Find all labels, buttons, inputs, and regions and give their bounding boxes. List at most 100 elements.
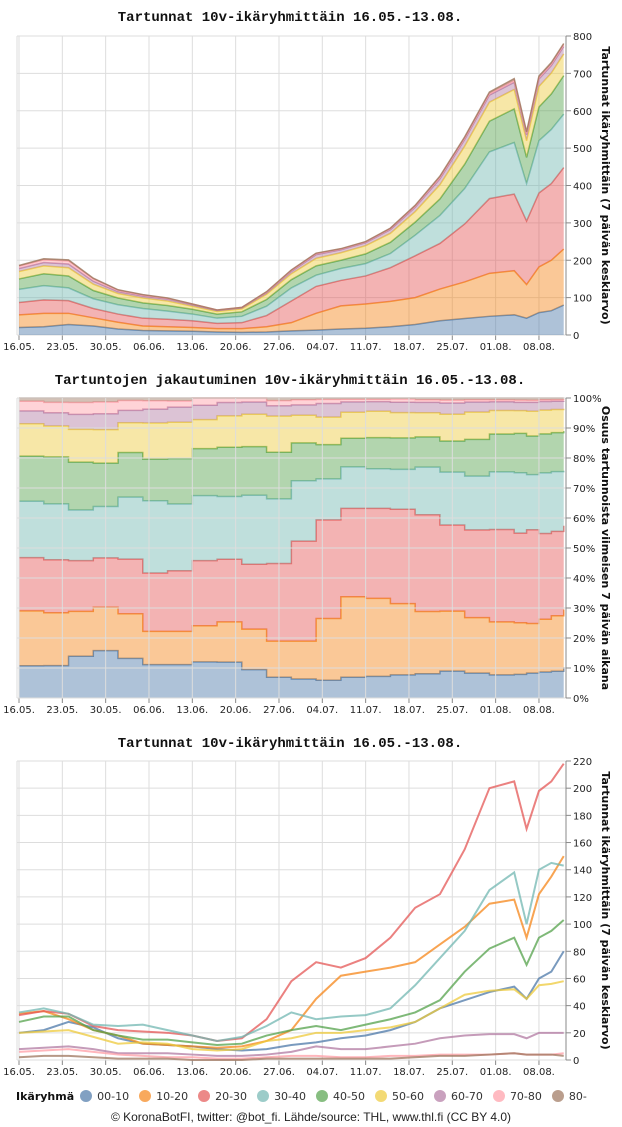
legend-label: 70-80 xyxy=(509,1089,542,1103)
share-edge-10-20 xyxy=(19,595,565,642)
y-tick-label: 70% xyxy=(573,484,595,495)
x-tick-label: 30.05. xyxy=(90,1067,122,1078)
share-edge-00-10 xyxy=(19,649,565,681)
legend-label: 20-30 xyxy=(215,1089,248,1103)
line-chart: 16.05. 23.05. 30.05. 06.06. 13.06. 20.06. 27.0… xyxy=(3,757,612,1078)
y-tick-label: 180 xyxy=(573,811,592,822)
share-area-chart: 16.05. 23.05. 30.05. 06.06. 13.06. 20.06. 27.0… xyxy=(3,394,612,716)
x-tick-label: 25.07. xyxy=(436,705,468,716)
footer-credits: © KoronaBotFI, twitter: @bot_fi. Lähde/s… xyxy=(110,1110,512,1124)
x-tick-label: 11.07. xyxy=(350,1067,382,1078)
legend: Ikäryhmä 00-10 10-20 20-30 30-40 40-50 50-60 6… xyxy=(16,1087,597,1105)
y-tick-label: 50% xyxy=(573,544,595,555)
chart-title-line: Tartunnat 10v-ikäryhmittäin 16.05.-13.08… xyxy=(117,736,463,752)
y-tick-label: 140 xyxy=(573,866,592,877)
x-tick-label: 13.06. xyxy=(176,342,208,353)
y-tick-label: 200 xyxy=(573,256,592,267)
x-tick-label: 08.08. xyxy=(523,1067,555,1078)
share-area-70-80 xyxy=(19,398,564,415)
share-area-30-40 xyxy=(19,466,564,573)
legend-label: 50-60 xyxy=(392,1089,424,1103)
y-tick-label: 20 xyxy=(573,1029,586,1040)
x-tick-label: 23.05. xyxy=(46,342,78,353)
x-tick-label: 11.07. xyxy=(350,342,382,353)
legend-item-20-30[interactable]: 20-30 xyxy=(198,1090,247,1103)
x-tick-label: 01.08. xyxy=(480,705,512,716)
y-tick-label: 700 xyxy=(573,69,592,80)
y-tick-label: 800 xyxy=(573,32,592,43)
share-area-40-50 xyxy=(19,431,564,510)
line-50-60 xyxy=(18,980,564,1052)
x-tick-label: 06.06. xyxy=(133,342,165,353)
y-tick-label: 120 xyxy=(573,893,592,904)
share-area-10-20 xyxy=(19,596,564,681)
area-edge-40-50 xyxy=(18,75,565,315)
line-30-40 xyxy=(18,861,564,1042)
x-tick-label: 04.07. xyxy=(306,342,338,353)
legend-item-40-50[interactable]: 40-50 xyxy=(316,1090,365,1103)
legend-item-50-60[interactable]: 50-60 xyxy=(375,1090,424,1103)
x-tick-label: 16.05. xyxy=(3,705,35,716)
legend-label: 30-40 xyxy=(274,1089,307,1103)
legend-item-60-70[interactable]: 60-70 xyxy=(433,1089,483,1103)
y-tick-label: 80% xyxy=(573,454,595,465)
y-tick-label: 60 xyxy=(573,974,586,985)
y-tick-label: 600 xyxy=(573,107,592,118)
x-tick-label: 30.05. xyxy=(90,342,122,353)
legend-swatch xyxy=(198,1090,211,1102)
legend-item-30-40[interactable]: 30-40 xyxy=(257,1090,306,1103)
y-tick-label: 0 xyxy=(573,331,579,342)
legend-item-70-80[interactable]: 70-80 xyxy=(492,1089,542,1103)
y-tick-label: 80 xyxy=(573,947,586,958)
x-tick-label: 06.06. xyxy=(133,705,165,716)
y-tick-label: 90% xyxy=(573,424,595,435)
y-tick-label: 10% xyxy=(573,664,595,675)
x-tick-label: 25.07. xyxy=(436,342,468,353)
x-tick-label: 08.08. xyxy=(523,705,555,716)
x-tick-label: 20.06. xyxy=(220,342,252,353)
y-tick-label: 300 xyxy=(573,219,592,230)
y-tick-label: 100 xyxy=(573,920,592,931)
area-edge-30-40 xyxy=(18,113,565,319)
share-area-60-70 xyxy=(19,401,564,430)
legend-swatch xyxy=(433,1090,446,1102)
y-tick-label: 60% xyxy=(573,514,595,525)
y-tick-label: 30% xyxy=(573,604,595,615)
share-edge-40-50 xyxy=(19,431,565,464)
area-edge-20-30 xyxy=(18,167,565,325)
x-tick-label: 08.08. xyxy=(523,342,555,353)
line-20-30 xyxy=(18,763,565,1042)
x-tick-label: 16.05. xyxy=(3,1067,35,1078)
x-tick-label: 01.08. xyxy=(480,342,512,353)
x-tick-label: 23.05. xyxy=(46,705,78,716)
line-10-20 xyxy=(18,855,565,1049)
legend-label: 60-70 xyxy=(450,1089,483,1103)
y-tick-label: 40 xyxy=(573,1002,586,1013)
legend-item-10-20[interactable]: 10-20 xyxy=(139,1090,188,1103)
x-tick-label: 01.08. xyxy=(480,1067,512,1078)
area-edge-10-20 xyxy=(18,248,565,330)
area-edge-80- xyxy=(18,43,565,311)
share-area-00-10 xyxy=(19,650,564,698)
x-tick-label: 18.07. xyxy=(393,1067,425,1078)
x-tick-label: 30.05. xyxy=(90,705,122,716)
x-tick-label: 18.07. xyxy=(393,705,425,716)
legend-item-00-10[interactable]: 00-10 xyxy=(80,1090,129,1103)
y-tick-label: 100 xyxy=(573,294,592,305)
share-edge-70-80 xyxy=(19,397,565,404)
x-tick-label: 04.07. xyxy=(306,1067,338,1078)
legend-swatch xyxy=(492,1090,505,1102)
legend-swatch xyxy=(375,1090,387,1102)
legend-item-80-[interactable]: 80- xyxy=(551,1090,587,1103)
x-tick-label: 27.06. xyxy=(263,1067,295,1078)
y-tick-label: 20% xyxy=(573,634,595,645)
area-20-30 xyxy=(19,167,564,329)
line-80- xyxy=(18,1052,564,1061)
y-axis-title: Tartunnat ikäryhmittäin (7 päivän keskia… xyxy=(599,771,612,1049)
legend-swatch xyxy=(316,1090,329,1102)
y-tick-label: 200 xyxy=(573,784,592,795)
share-area-50-60 xyxy=(19,408,564,464)
x-tick-label: 04.07. xyxy=(306,705,338,716)
legend-title: Ikäryhmä xyxy=(16,1089,75,1103)
area-40-50 xyxy=(19,75,564,319)
